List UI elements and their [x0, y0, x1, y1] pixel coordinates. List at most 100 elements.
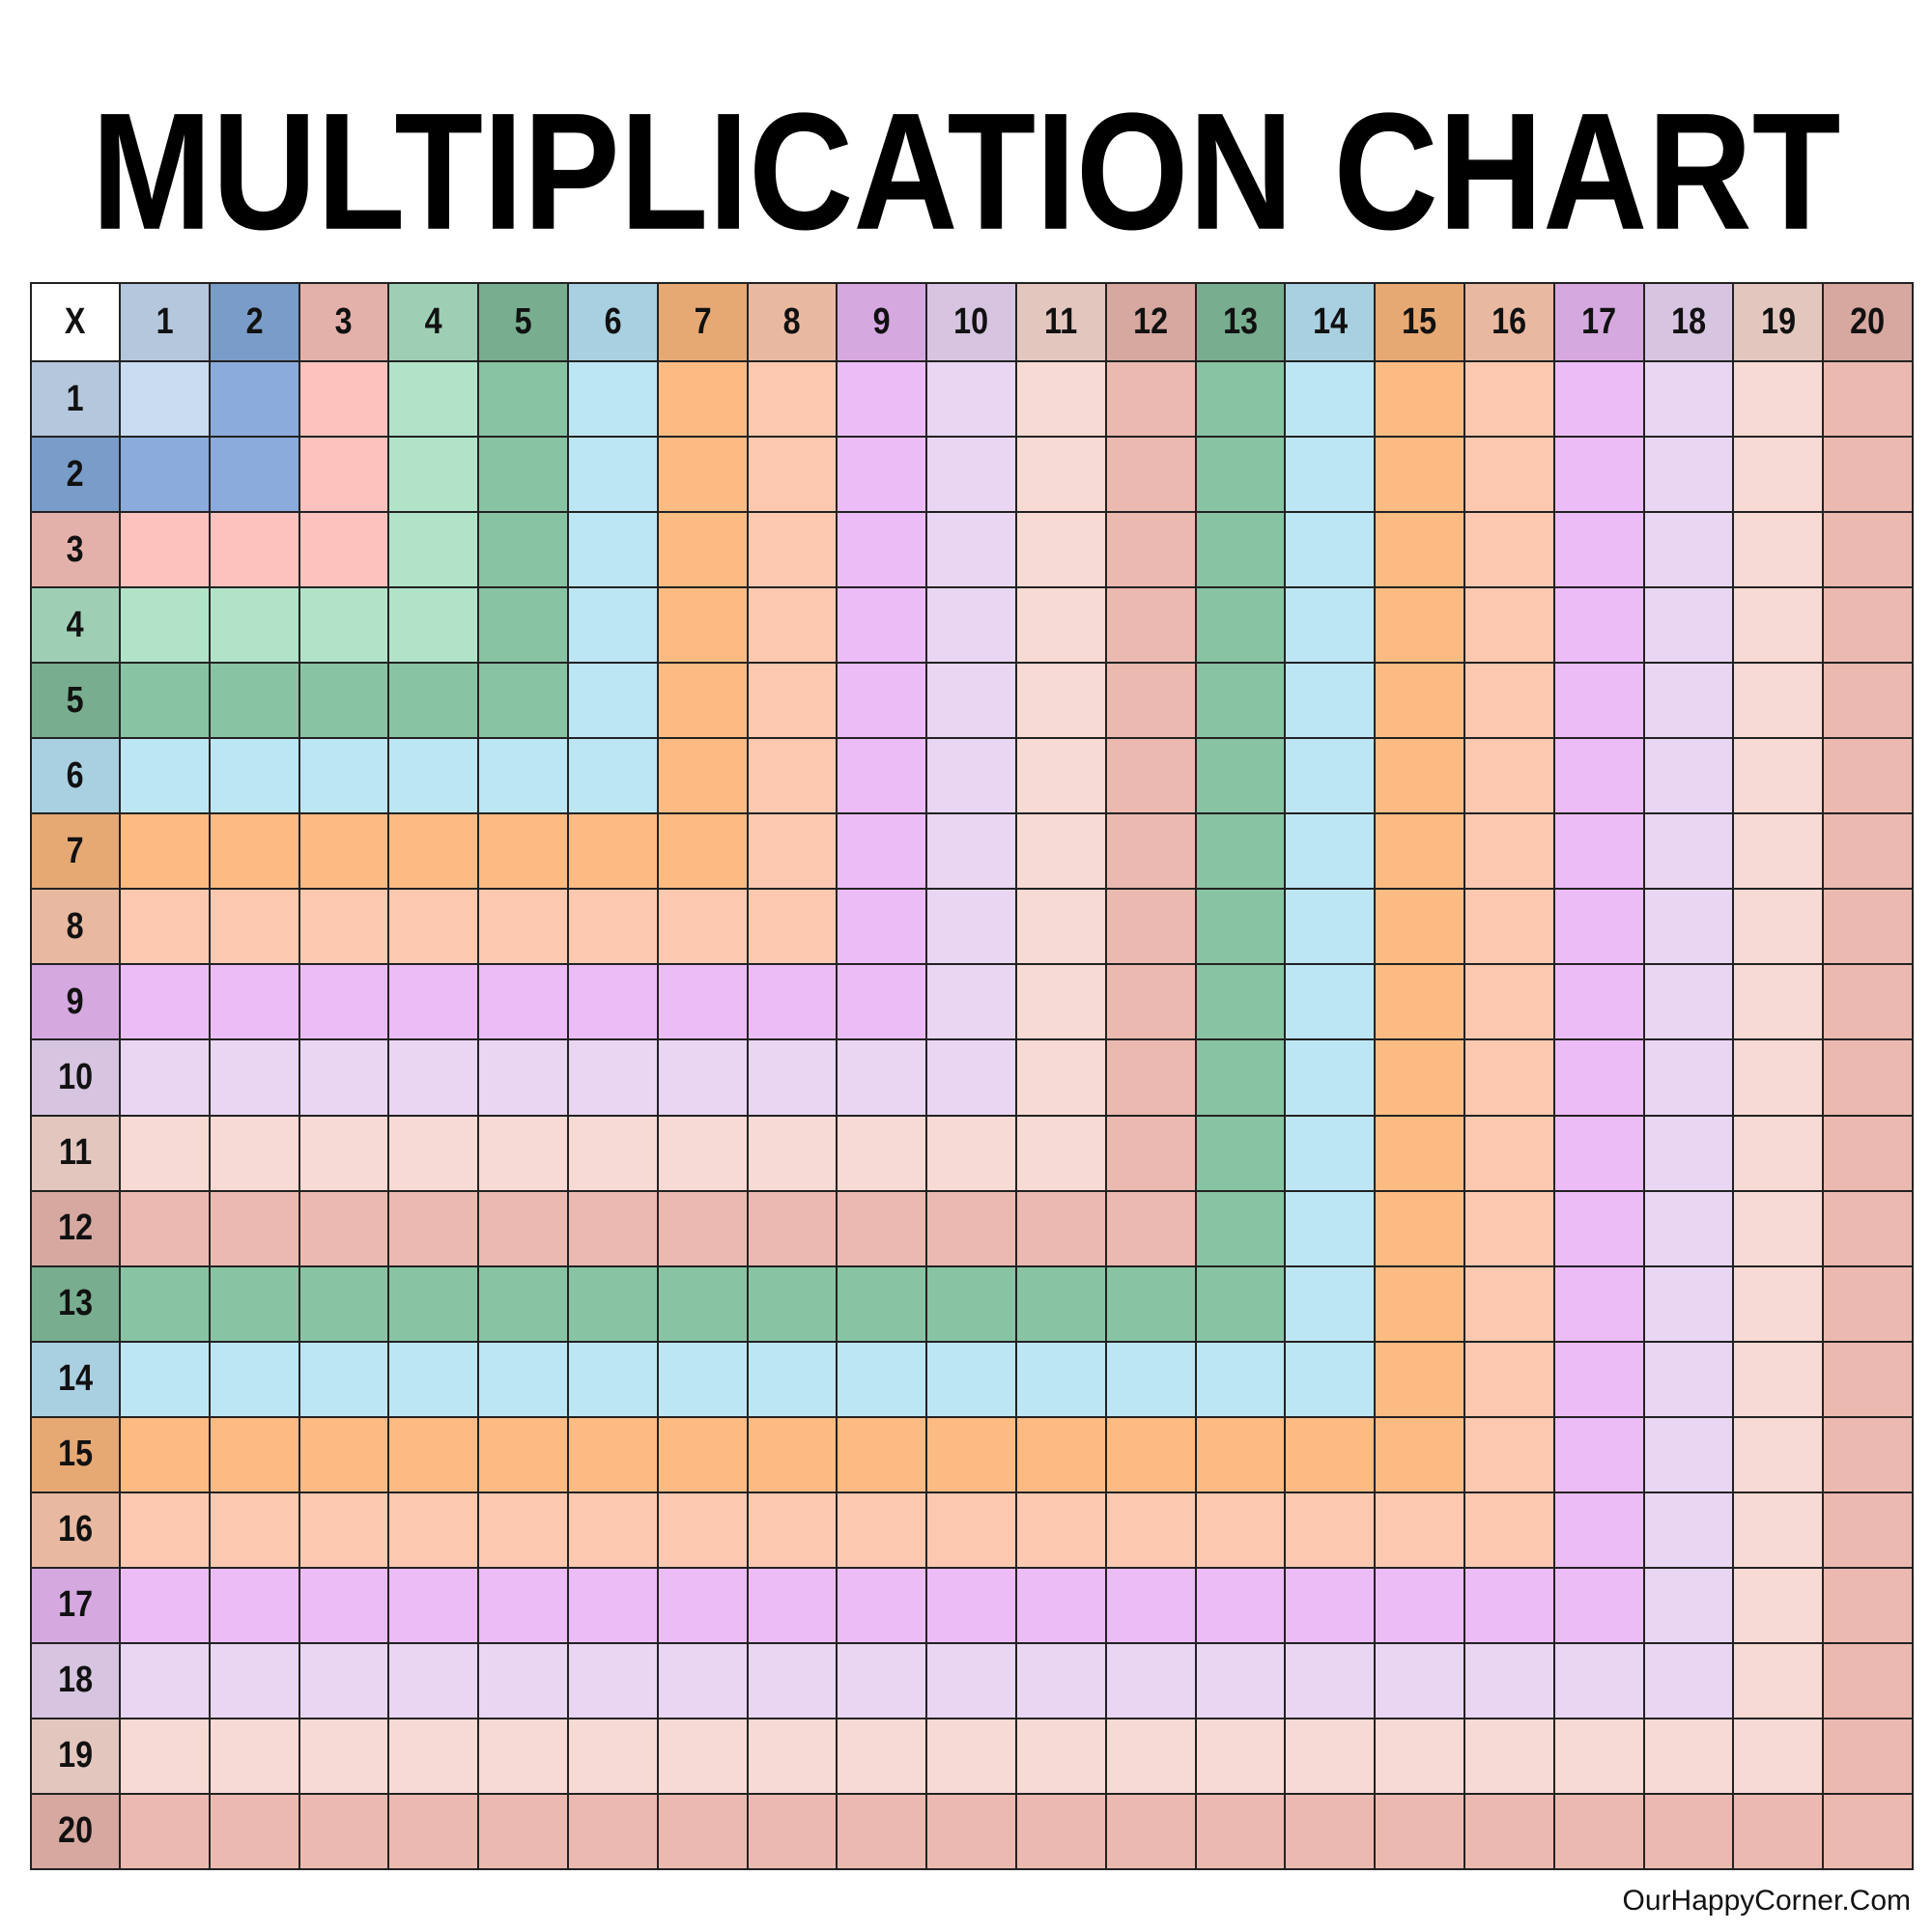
cell-10x1 — [121, 1040, 209, 1115]
cell-1x17 — [1554, 362, 1643, 437]
cell-12x3 — [299, 1191, 388, 1265]
cell-17x17 — [1554, 1568, 1643, 1642]
cell-3x14 — [1286, 513, 1375, 587]
row-header-1-label: 1 — [67, 378, 84, 419]
cell-15x17 — [1554, 1417, 1643, 1492]
cell-11x15 — [1376, 1116, 1463, 1190]
cell-3x11 — [1017, 513, 1105, 587]
cell-15x12 — [1106, 1417, 1195, 1492]
row-header-8-label: 8 — [67, 905, 84, 947]
cell-19x16 — [1465, 1719, 1553, 1793]
column-header-11: 11 — [1017, 284, 1105, 360]
row-header-10: 10 — [32, 1040, 119, 1115]
cell-13x1 — [121, 1266, 209, 1341]
column-header-20: 20 — [1824, 284, 1912, 360]
row-header-6: 6 — [32, 739, 119, 813]
column-header-4-label: 4 — [424, 301, 442, 342]
cell-1x7 — [658, 362, 747, 437]
cell-11x20 — [1824, 1116, 1912, 1190]
cell-7x7 — [658, 814, 747, 889]
cell-5x14 — [1286, 664, 1375, 738]
cell-16x4 — [389, 1492, 478, 1567]
cell-16x16 — [1465, 1492, 1553, 1567]
cell-8x18 — [1644, 890, 1733, 964]
cell-10x9 — [838, 1040, 926, 1115]
cell-6x1 — [121, 739, 209, 813]
cell-2x7 — [658, 438, 747, 512]
column-header-2-label: 2 — [245, 301, 264, 342]
cell-9x2 — [210, 965, 298, 1039]
column-header-7: 7 — [658, 284, 747, 360]
cell-3x19 — [1734, 513, 1823, 587]
cell-13x12 — [1106, 1266, 1195, 1341]
cell-10x11 — [1017, 1040, 1105, 1115]
cell-6x6 — [569, 739, 657, 813]
cell-8x17 — [1554, 890, 1643, 964]
cell-14x5 — [479, 1342, 567, 1416]
cell-4x13 — [1196, 588, 1285, 663]
cell-8x16 — [1465, 890, 1553, 964]
cell-11x9 — [838, 1116, 926, 1190]
cell-13x13 — [1196, 1266, 1285, 1341]
cell-15x1 — [121, 1417, 209, 1492]
cell-5x13 — [1196, 664, 1285, 738]
cell-10x6 — [569, 1040, 657, 1115]
cell-18x8 — [748, 1643, 837, 1718]
cell-13x15 — [1376, 1266, 1463, 1341]
cell-4x18 — [1644, 588, 1733, 663]
cell-3x6 — [569, 513, 657, 587]
column-header-19-label: 19 — [1760, 301, 1796, 342]
column-header-13-label: 13 — [1223, 301, 1258, 342]
column-header-15-label: 15 — [1402, 301, 1437, 342]
cell-19x10 — [927, 1719, 1015, 1793]
cell-11x1 — [121, 1116, 209, 1190]
cell-13x16 — [1465, 1266, 1553, 1341]
row-header-20: 20 — [32, 1794, 119, 1868]
cell-14x1 — [121, 1342, 209, 1416]
cell-17x6 — [569, 1568, 657, 1642]
cell-4x14 — [1286, 588, 1375, 663]
cell-15x14 — [1286, 1417, 1375, 1492]
cell-7x5 — [479, 814, 567, 889]
cell-2x11 — [1017, 438, 1105, 512]
cell-12x8 — [748, 1191, 837, 1265]
cell-19x8 — [748, 1719, 837, 1793]
cell-1x12 — [1106, 362, 1195, 437]
cell-7x9 — [838, 814, 926, 889]
cell-16x12 — [1106, 1492, 1195, 1567]
cell-6x19 — [1734, 739, 1823, 813]
cell-20x8 — [748, 1794, 837, 1868]
cell-18x18 — [1644, 1643, 1733, 1718]
column-header-15: 15 — [1376, 284, 1463, 360]
cell-2x16 — [1465, 438, 1553, 512]
cell-18x3 — [299, 1643, 388, 1718]
cell-18x17 — [1554, 1643, 1643, 1718]
cell-20x2 — [210, 1794, 298, 1868]
cell-8x9 — [838, 890, 926, 964]
cell-1x15 — [1376, 362, 1463, 437]
cell-19x1 — [121, 1719, 209, 1793]
row-header-5-label: 5 — [67, 679, 84, 721]
column-header-5-label: 5 — [514, 301, 532, 342]
cell-7x18 — [1644, 814, 1733, 889]
cell-16x3 — [299, 1492, 388, 1567]
cell-3x8 — [748, 513, 837, 587]
cell-2x13 — [1196, 438, 1285, 512]
cell-7x10 — [927, 814, 1015, 889]
cell-7x15 — [1376, 814, 1463, 889]
column-header-9: 9 — [838, 284, 926, 360]
cell-1x10 — [927, 362, 1015, 437]
column-header-20-label: 20 — [1850, 301, 1886, 342]
cell-5x12 — [1106, 664, 1195, 738]
cell-12x16 — [1465, 1191, 1553, 1265]
cell-20x15 — [1376, 1794, 1463, 1868]
cell-2x17 — [1554, 438, 1643, 512]
cell-6x3 — [299, 739, 388, 813]
cell-10x8 — [748, 1040, 837, 1115]
cell-10x7 — [658, 1040, 747, 1115]
cell-14x15 — [1376, 1342, 1463, 1416]
column-header-3: 3 — [299, 284, 388, 360]
row-header-18: 18 — [32, 1643, 119, 1718]
cell-1x6 — [569, 362, 657, 437]
cell-18x11 — [1017, 1643, 1105, 1718]
